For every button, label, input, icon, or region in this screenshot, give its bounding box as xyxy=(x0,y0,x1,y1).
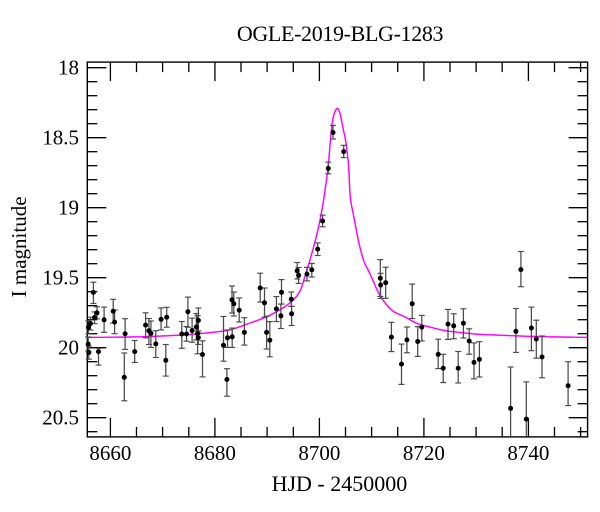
svg-text:19.5: 19.5 xyxy=(42,266,79,290)
svg-text:20: 20 xyxy=(58,336,79,360)
svg-text:8740: 8740 xyxy=(507,441,549,465)
svg-text:19: 19 xyxy=(58,196,79,220)
svg-text:8680: 8680 xyxy=(194,441,236,465)
svg-text:HJD - 2450000: HJD - 2450000 xyxy=(272,471,408,496)
svg-text:20.5: 20.5 xyxy=(42,406,79,430)
svg-text:8720: 8720 xyxy=(403,441,445,465)
svg-text:18: 18 xyxy=(58,56,79,80)
svg-text:8700: 8700 xyxy=(298,441,340,465)
svg-text:8660: 8660 xyxy=(89,441,131,465)
svg-text:18.5: 18.5 xyxy=(42,126,79,150)
svg-text:I magnitude: I magnitude xyxy=(7,196,31,297)
svg-text:OGLE-2019-BLG-1283: OGLE-2019-BLG-1283 xyxy=(237,21,444,46)
